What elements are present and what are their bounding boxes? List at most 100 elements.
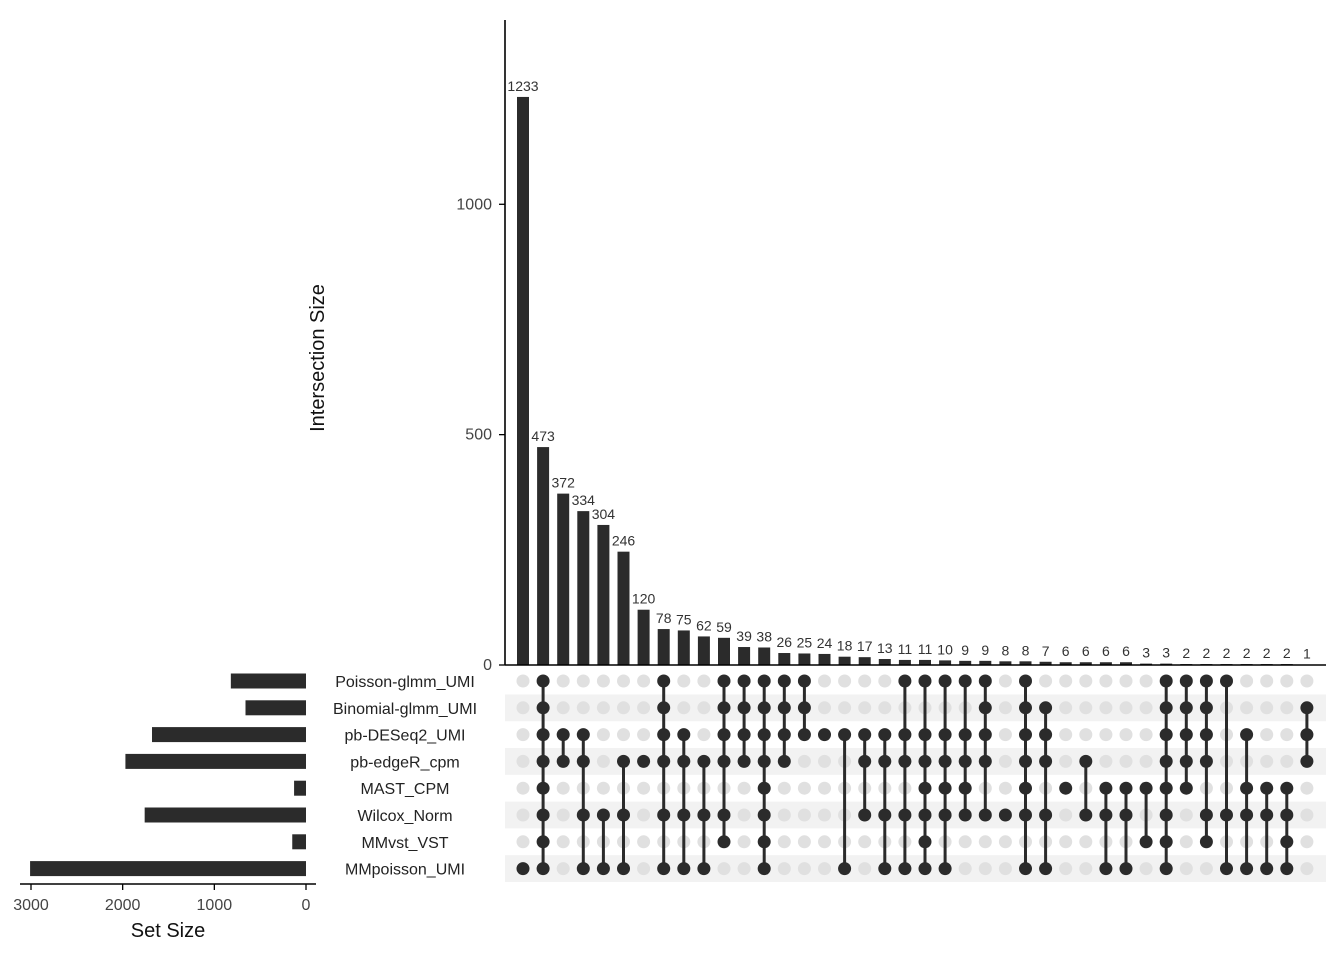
- matrix-dot-active: [1159, 835, 1173, 849]
- matrix-dot-inactive: [858, 862, 872, 876]
- matrix-dot-active: [878, 808, 892, 822]
- matrix-dot-active: [777, 674, 791, 688]
- matrix-dot-inactive: [556, 808, 570, 822]
- intersection-bar-label: 246: [612, 533, 636, 549]
- matrix-dot-active: [677, 808, 691, 822]
- intersection-bar-label: 372: [552, 475, 576, 491]
- intersection-bar: [778, 653, 791, 665]
- matrix-dot-inactive: [637, 701, 651, 715]
- matrix-dot-active: [556, 754, 570, 768]
- intersection-bar-label: 9: [961, 642, 969, 658]
- axes: [20, 20, 1326, 885]
- intersection-bar-label: 120: [632, 591, 656, 607]
- matrix-dot-inactive: [777, 835, 791, 849]
- matrix-dot-active: [777, 728, 791, 742]
- matrix-dot-inactive: [998, 754, 1012, 768]
- intersection-bar: [1059, 662, 1072, 665]
- intersection-bar-label: 25: [797, 634, 813, 650]
- matrix-dot-active: [958, 728, 972, 742]
- matrix-dot-active: [1240, 781, 1254, 795]
- matrix-dot-active: [958, 674, 972, 688]
- matrix-dot-active: [737, 701, 751, 715]
- matrix-dot-active: [898, 728, 912, 742]
- matrix-dot-active: [978, 674, 992, 688]
- matrix-dot-active: [757, 808, 771, 822]
- matrix-dot-inactive: [878, 701, 892, 715]
- matrix-dot-active: [737, 674, 751, 688]
- matrix-dot-inactive: [556, 781, 570, 795]
- matrix-dot-active: [1039, 862, 1053, 876]
- intersection-bar: [838, 656, 851, 665]
- matrix-dot-inactive: [1179, 862, 1193, 876]
- matrix-dot-inactive: [1240, 701, 1254, 715]
- intersection-bar: [677, 630, 690, 665]
- matrix-dot-inactive: [1139, 754, 1153, 768]
- matrix-dot-active: [1099, 862, 1113, 876]
- matrix-dot-active: [657, 862, 671, 876]
- matrix-dot-active: [737, 728, 751, 742]
- intersection-bar-label: 17: [857, 638, 873, 654]
- intersection-bar-label: 18: [837, 638, 853, 654]
- intersection-bar-label: 6: [1062, 643, 1070, 659]
- matrix-dot-active: [1039, 701, 1053, 715]
- matrix-dot-active: [1139, 835, 1153, 849]
- matrix-dot-active: [576, 754, 590, 768]
- matrix-dot-active: [536, 862, 550, 876]
- matrix-dot-active: [576, 862, 590, 876]
- matrix-dot-inactive: [516, 808, 530, 822]
- matrix-dot-inactive: [516, 754, 530, 768]
- intersection-bar: [1099, 662, 1112, 665]
- matrix-dot-inactive: [777, 781, 791, 795]
- intersection-bar-label: 2: [1182, 645, 1190, 661]
- set-size-tick-label: 0: [302, 897, 311, 914]
- intersection-bar: [617, 551, 630, 665]
- matrix-dot-inactive: [1099, 674, 1113, 688]
- intersection-bar: [537, 447, 550, 665]
- matrix-dot-active: [657, 728, 671, 742]
- matrix-dot-inactive: [1079, 862, 1093, 876]
- matrix-dot-inactive: [1139, 862, 1153, 876]
- matrix-dot-active: [978, 728, 992, 742]
- matrix-dot-active: [657, 808, 671, 822]
- matrix-dot-active: [717, 835, 731, 849]
- matrix-dot-inactive: [717, 862, 731, 876]
- intersection-bar-label: 2: [1263, 645, 1271, 661]
- matrix-dot-active: [878, 862, 892, 876]
- matrix-dot-active: [1280, 835, 1294, 849]
- matrix-dot-inactive: [697, 728, 711, 742]
- intersection-bar: [858, 657, 871, 665]
- intersection-bar: [1120, 662, 1132, 665]
- set-label: MMpoisson_UMI: [345, 862, 465, 879]
- matrix-dot-active: [596, 808, 610, 822]
- intersection-bar: [979, 660, 992, 665]
- matrix-dot-active: [878, 754, 892, 768]
- set-size-bar: [144, 807, 306, 823]
- matrix-dot-inactive: [958, 835, 972, 849]
- matrix-dot-active: [838, 728, 852, 742]
- matrix-dot-inactive: [1240, 674, 1254, 688]
- matrix-dot-inactive: [556, 835, 570, 849]
- matrix-dot-inactive: [1139, 728, 1153, 742]
- matrix-dot-inactive: [998, 862, 1012, 876]
- matrix-dot-active: [1199, 701, 1213, 715]
- set-size-bar: [125, 753, 307, 769]
- intersection-matrix: [516, 674, 1314, 876]
- matrix-dot-active: [797, 674, 811, 688]
- intersection-bar-label: 26: [777, 634, 793, 650]
- intersection-bar-label: 3: [1142, 645, 1150, 661]
- matrix-dot-active: [1260, 862, 1274, 876]
- matrix-dot-active: [757, 754, 771, 768]
- matrix-dot-active: [1119, 862, 1133, 876]
- matrix-dot-active: [1099, 781, 1113, 795]
- matrix-dot-active: [657, 701, 671, 715]
- matrix-dot-inactive: [1280, 728, 1294, 742]
- set-label: Binomial-glmm_UMI: [333, 701, 477, 718]
- matrix-dot-active: [1220, 862, 1233, 876]
- matrix-dot-active: [596, 862, 610, 876]
- matrix-dot-inactive: [516, 728, 530, 742]
- matrix-dot-inactive: [858, 674, 872, 688]
- matrix-dot-active: [717, 754, 731, 768]
- intersection-bar: [959, 660, 972, 665]
- matrix-dot-active: [1179, 781, 1193, 795]
- matrix-dot-inactive: [697, 674, 711, 688]
